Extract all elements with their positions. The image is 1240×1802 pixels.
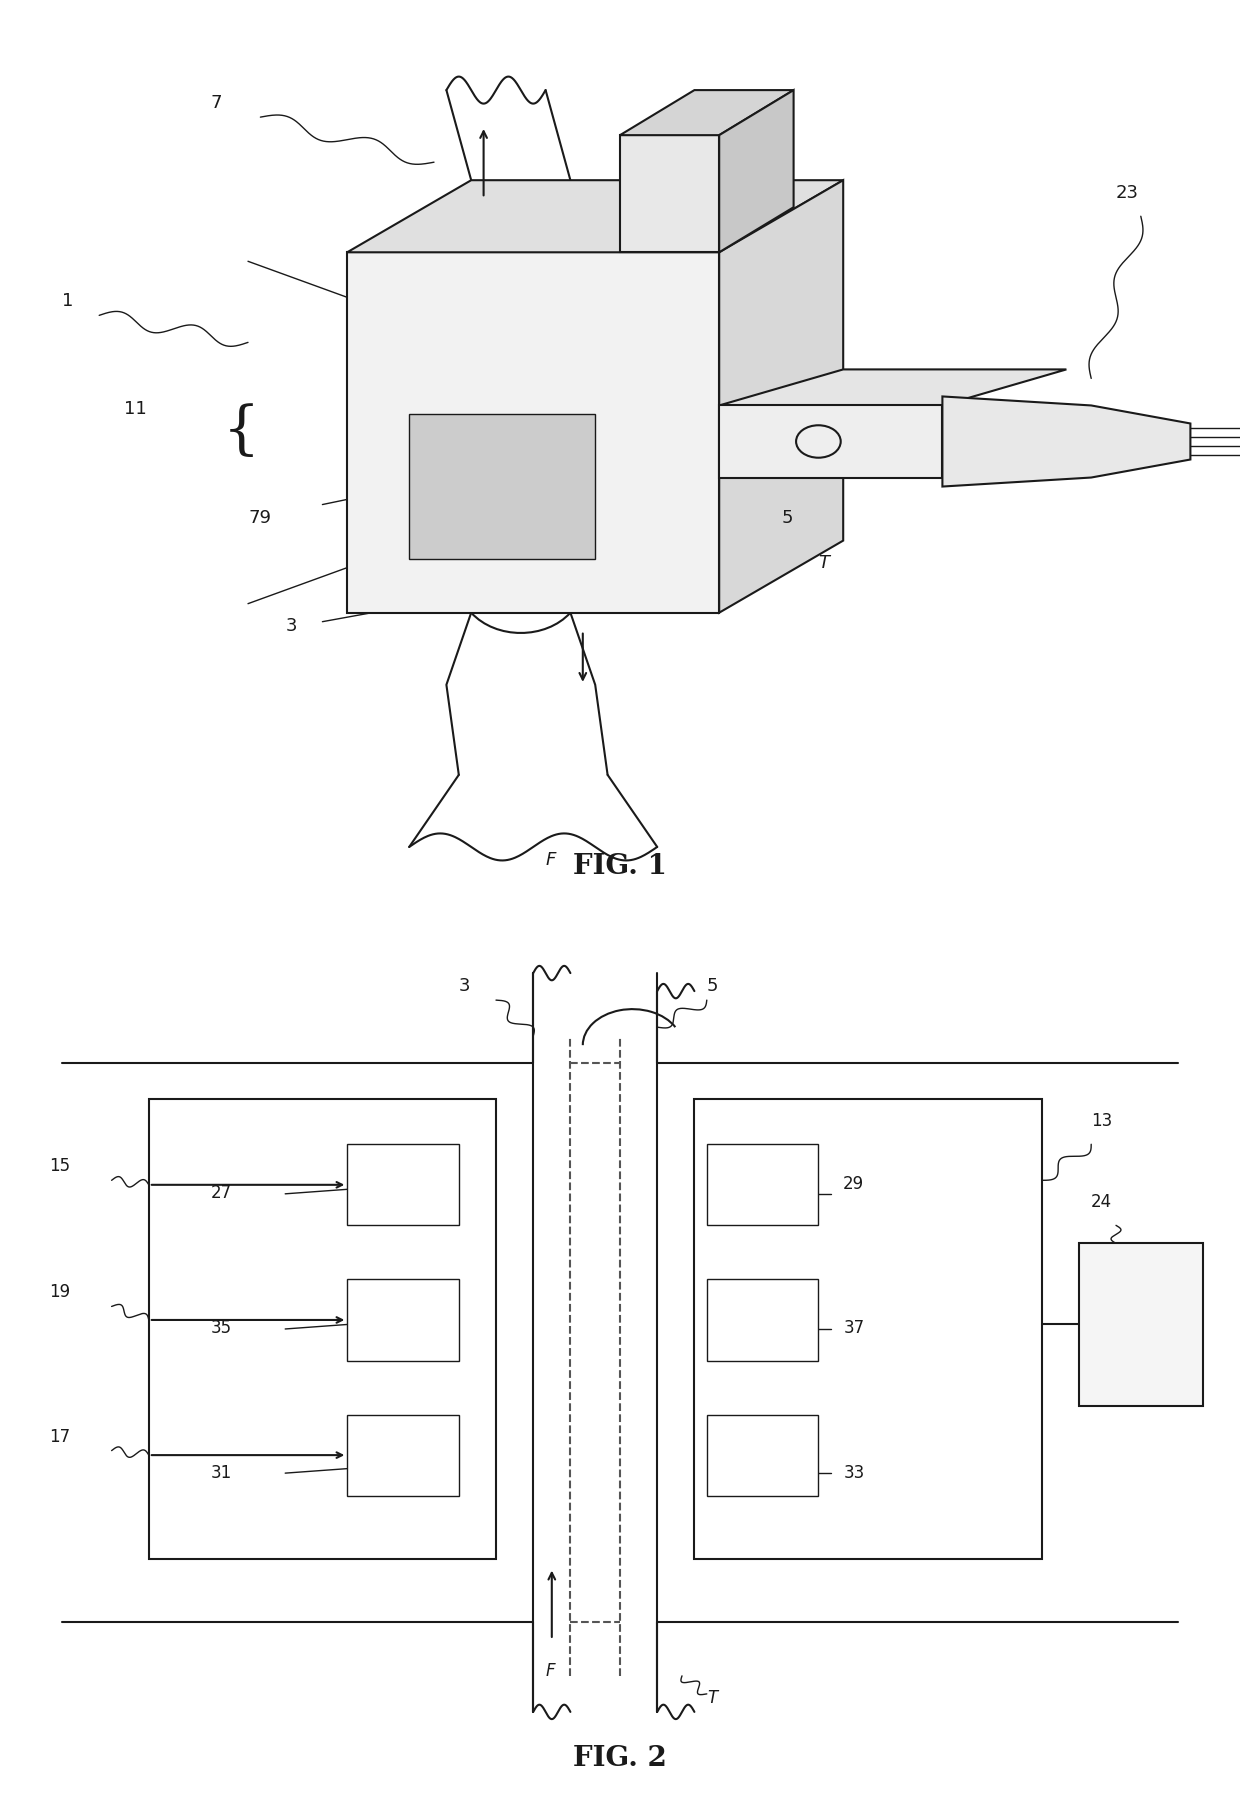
Polygon shape: [719, 90, 794, 252]
Text: F: F: [546, 851, 556, 869]
Text: FIG. 1: FIG. 1: [573, 852, 667, 879]
Polygon shape: [347, 1279, 459, 1361]
Polygon shape: [707, 1144, 818, 1225]
Text: 3: 3: [285, 616, 296, 634]
Polygon shape: [719, 405, 942, 478]
Text: 7: 7: [211, 94, 222, 112]
Polygon shape: [707, 1415, 818, 1496]
Text: 1: 1: [62, 292, 73, 310]
Polygon shape: [719, 180, 843, 613]
Text: 5: 5: [707, 977, 718, 995]
Polygon shape: [719, 369, 1066, 405]
Polygon shape: [1079, 1243, 1203, 1406]
Text: 24: 24: [1091, 1193, 1112, 1211]
Polygon shape: [347, 1144, 459, 1225]
Text: 3: 3: [459, 977, 470, 995]
Text: 13: 13: [1091, 1112, 1112, 1130]
Text: 79: 79: [248, 508, 272, 526]
Polygon shape: [347, 252, 719, 613]
Text: 17: 17: [50, 1427, 71, 1445]
Text: 35: 35: [211, 1319, 232, 1337]
Text: 29: 29: [843, 1175, 864, 1193]
Polygon shape: [942, 396, 1190, 487]
Text: 33: 33: [843, 1463, 864, 1481]
Polygon shape: [347, 180, 843, 252]
Text: T: T: [818, 553, 830, 571]
Polygon shape: [347, 1415, 459, 1496]
Polygon shape: [707, 1279, 818, 1361]
Text: FIG. 2: FIG. 2: [573, 1744, 667, 1771]
Text: T: T: [707, 1688, 717, 1706]
Text: 27: 27: [211, 1184, 232, 1202]
Text: 11: 11: [124, 400, 146, 418]
Polygon shape: [409, 414, 595, 559]
Text: {: {: [223, 404, 260, 461]
Text: 19: 19: [50, 1283, 71, 1301]
Text: 23: 23: [1116, 184, 1140, 202]
Text: F: F: [546, 1661, 556, 1679]
Text: 37: 37: [843, 1319, 864, 1337]
Polygon shape: [620, 90, 794, 135]
Polygon shape: [620, 135, 719, 252]
Text: 5: 5: [781, 508, 792, 526]
Text: 9: 9: [645, 121, 656, 139]
Text: 15: 15: [50, 1157, 71, 1175]
Text: 31: 31: [211, 1463, 232, 1481]
